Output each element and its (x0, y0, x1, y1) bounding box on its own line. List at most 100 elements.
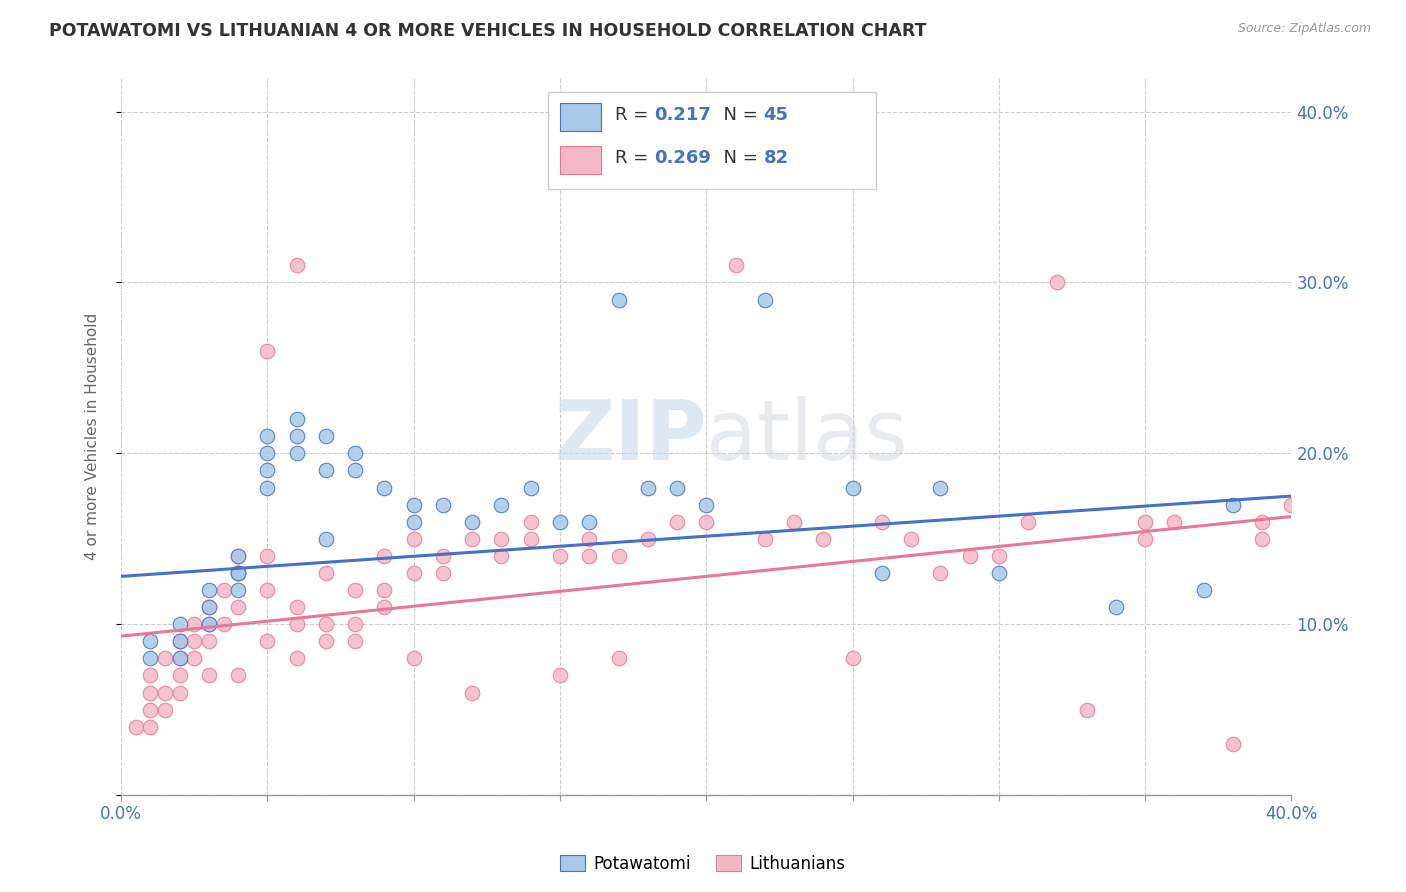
Point (183, 617, 205, 632)
Point (432, 498, 454, 512)
Point (519, 515, 541, 529)
Point (461, 515, 484, 529)
Point (637, 481, 659, 495)
Point (929, 566, 952, 580)
Point (256, 549, 278, 563)
Point (1192, 582, 1215, 597)
Point (285, 600, 308, 615)
Point (724, 259, 747, 273)
Text: N =: N = (713, 106, 763, 124)
Point (285, 259, 308, 273)
Point (1251, 532, 1274, 546)
Point (900, 532, 922, 546)
Point (578, 549, 600, 563)
Point (256, 481, 278, 495)
Point (198, 617, 221, 632)
Point (402, 532, 425, 546)
Point (1133, 532, 1156, 546)
Point (256, 446, 278, 460)
Point (169, 634, 191, 648)
Text: POTAWATOMI VS LITHUANIAN 4 OR MORE VEHICLES IN HOUSEHOLD CORRELATION CHART: POTAWATOMI VS LITHUANIAN 4 OR MORE VEHIC… (49, 22, 927, 40)
Point (344, 634, 367, 648)
Point (169, 651, 191, 665)
Point (344, 463, 367, 477)
Point (870, 515, 893, 529)
Point (153, 651, 176, 665)
Point (169, 634, 191, 648)
Point (578, 515, 600, 529)
Point (1046, 276, 1069, 290)
Point (548, 668, 571, 682)
Point (754, 532, 776, 546)
Point (256, 634, 278, 648)
Point (578, 532, 600, 546)
Point (169, 651, 191, 665)
Point (373, 481, 395, 495)
Legend: Potawatomi, Lithuanians: Potawatomi, Lithuanians (554, 848, 852, 880)
Point (461, 532, 484, 546)
Point (153, 685, 176, 699)
Point (226, 668, 249, 682)
Point (373, 582, 395, 597)
Point (198, 634, 221, 648)
Point (548, 549, 571, 563)
Point (315, 566, 337, 580)
Point (637, 532, 659, 546)
Point (783, 515, 806, 529)
Point (491, 498, 513, 512)
Point (169, 685, 191, 699)
Point (402, 566, 425, 580)
Point (256, 463, 278, 477)
Point (666, 515, 689, 529)
Point (344, 582, 367, 597)
Point (1281, 498, 1303, 512)
Point (519, 481, 541, 495)
Point (183, 651, 205, 665)
Point (256, 343, 278, 358)
Point (226, 566, 249, 580)
Point (695, 515, 717, 529)
Point (139, 651, 162, 665)
Point (139, 668, 162, 682)
Point (226, 582, 249, 597)
Point (1105, 600, 1128, 615)
Point (607, 293, 630, 307)
Point (169, 617, 191, 632)
Point (169, 668, 191, 682)
Point (1222, 498, 1244, 512)
Text: ZIP: ZIP (554, 396, 706, 476)
Point (402, 515, 425, 529)
Point (813, 532, 835, 546)
Point (1163, 515, 1185, 529)
Point (285, 429, 308, 443)
Point (153, 703, 176, 717)
Point (987, 566, 1010, 580)
Point (198, 600, 221, 615)
Point (139, 703, 162, 717)
Point (841, 481, 863, 495)
Point (125, 720, 148, 734)
Point (285, 412, 308, 426)
Point (226, 549, 249, 563)
Point (987, 549, 1010, 563)
Point (226, 566, 249, 580)
Y-axis label: 4 or more Vehicles in Household: 4 or more Vehicles in Household (86, 312, 100, 560)
Point (139, 720, 162, 734)
Text: 82: 82 (763, 149, 789, 167)
Point (373, 600, 395, 615)
Point (315, 532, 337, 546)
Point (344, 617, 367, 632)
Text: Source: ZipAtlas.com: Source: ZipAtlas.com (1237, 22, 1371, 36)
Point (285, 446, 308, 460)
Point (519, 532, 541, 546)
Point (226, 566, 249, 580)
Point (461, 685, 484, 699)
Point (285, 651, 308, 665)
Point (212, 582, 235, 597)
Point (841, 651, 863, 665)
Text: R =: R = (614, 149, 654, 167)
Text: 0.269: 0.269 (654, 149, 710, 167)
FancyBboxPatch shape (560, 145, 600, 174)
Point (754, 293, 776, 307)
Point (198, 617, 221, 632)
